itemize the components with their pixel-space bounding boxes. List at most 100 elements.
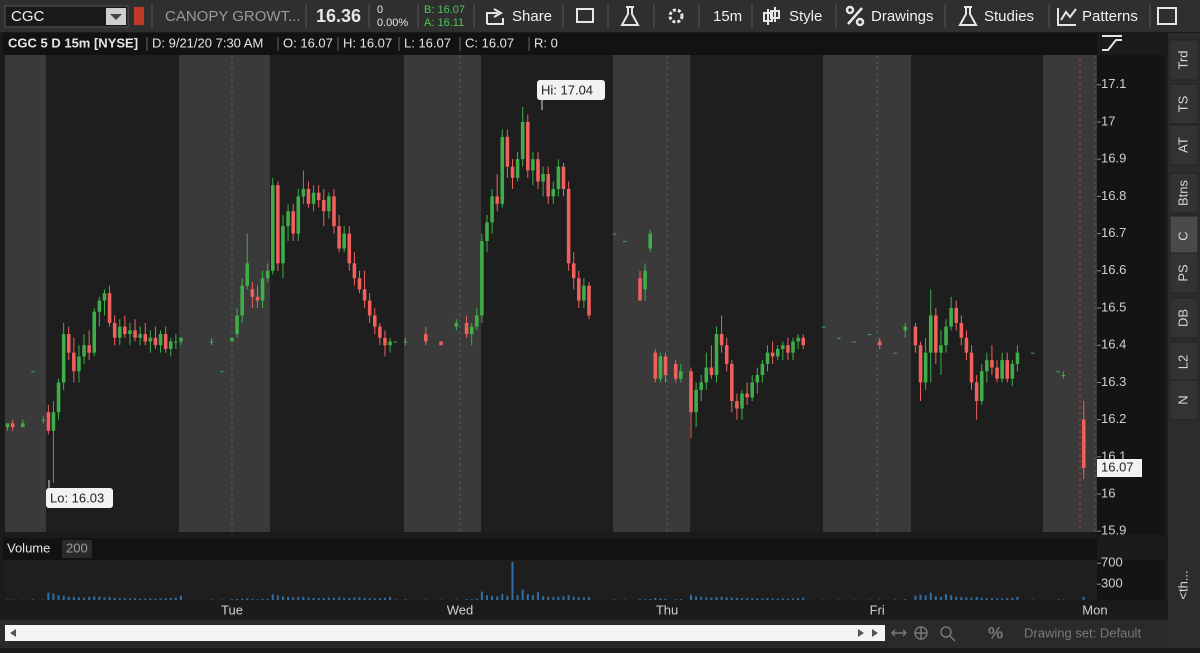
volume-bar <box>297 597 300 600</box>
volume-bar <box>970 597 973 600</box>
grid <box>231 55 1096 532</box>
sidebar-tab-label[interactable]: C <box>1175 231 1190 240</box>
y-tick-label: 16.8 <box>1101 188 1126 203</box>
studies-icon[interactable] <box>958 6 978 26</box>
chart-type-icon[interactable] <box>1102 35 1122 51</box>
sidebar-tab-label[interactable]: PS <box>1175 264 1190 282</box>
volume-bar <box>256 599 259 600</box>
sidebar-tab-label[interactable]: Trd <box>1175 50 1190 69</box>
candle-body <box>770 352 775 357</box>
volume-bar <box>547 596 550 600</box>
y-tick-label: 300 <box>1101 576 1123 591</box>
settings-icon[interactable] <box>668 8 684 24</box>
window-icon[interactable] <box>1157 7 1177 25</box>
sidebar-tab-label[interactable]: TS <box>1175 95 1190 112</box>
time-axis-labels: Tue Wed Thu Fri Mon <box>221 602 1108 617</box>
volume-bar <box>424 599 427 601</box>
candle-body <box>765 352 770 364</box>
volume-bar <box>246 598 249 600</box>
volume-bar <box>674 599 677 600</box>
sidebar-tab[interactable] <box>1169 172 1199 214</box>
volume-bar <box>664 598 667 600</box>
candle-body <box>352 263 357 279</box>
candle-body <box>760 363 765 375</box>
x-tick-label: Thu <box>656 602 678 617</box>
candle-body <box>750 382 754 398</box>
volume-bar <box>822 599 825 601</box>
studies-button[interactable]: Studies <box>984 8 1034 25</box>
percent-change: 0.00% <box>377 17 408 29</box>
sidebar-tab-label[interactable]: <th... <box>1175 570 1190 599</box>
lab-icon[interactable] <box>620 6 640 26</box>
sidebar-tab[interactable] <box>1169 124 1199 166</box>
share-button[interactable]: Share <box>512 8 552 25</box>
volume-bar <box>108 597 111 600</box>
patterns-button[interactable]: Patterns <box>1082 8 1138 25</box>
candle-body <box>1030 352 1035 354</box>
scrollbar[interactable] <box>5 625 885 641</box>
volume-bar <box>113 597 116 600</box>
candle-body <box>490 196 494 223</box>
sidebar-tab[interactable] <box>1169 379 1199 421</box>
volume-bar <box>735 597 738 600</box>
candle-body <box>959 322 964 338</box>
volume-bar <box>302 596 305 600</box>
alert-icon[interactable] <box>134 7 144 25</box>
interval-button[interactable]: 15m <box>713 8 742 25</box>
alerts-icon[interactable] <box>576 8 594 23</box>
candle-body <box>21 423 25 428</box>
volume-bar <box>557 596 560 600</box>
sidebar-tab[interactable] <box>1169 252 1199 294</box>
sidebar-tab[interactable] <box>1169 297 1199 339</box>
ask: A: 16.11 <box>424 17 464 29</box>
y-tick-label: 17 <box>1101 113 1115 128</box>
header-date: D: 9/21/20 7:30 AM <box>152 35 263 50</box>
volume-bar <box>654 597 657 600</box>
zoom-icons[interactable] <box>890 626 956 642</box>
candle-body <box>372 315 377 327</box>
candle-body <box>979 371 984 402</box>
drawings-icon[interactable] <box>845 5 865 27</box>
sidebar-tab[interactable] <box>1169 39 1199 81</box>
sidebar-tab-label[interactable]: Btns <box>1175 179 1190 206</box>
candle-body <box>837 337 841 339</box>
sidebar-tab-label[interactable]: N <box>1175 395 1190 404</box>
volume-bar <box>975 596 978 600</box>
drawing-set[interactable]: Drawing set: Default <box>1024 625 1141 640</box>
sidebar-tab-label[interactable]: DB <box>1175 309 1190 327</box>
toolbar <box>0 0 1200 32</box>
volume-bar <box>251 599 254 600</box>
candle-body <box>260 278 265 301</box>
candle-body <box>5 423 10 428</box>
style-icon[interactable] <box>763 7 780 25</box>
candle-body <box>306 188 311 204</box>
volume-bar <box>98 596 101 600</box>
patterns-icon[interactable] <box>1057 8 1077 26</box>
volume-bar <box>93 596 96 600</box>
sidebar-tab-label[interactable]: L2 <box>1175 355 1190 369</box>
symbol-box[interactable] <box>4 5 129 28</box>
candle-body <box>658 356 663 379</box>
volume-bar <box>781 598 784 600</box>
share-icon[interactable] <box>486 8 504 25</box>
volume-bar <box>526 594 529 600</box>
candle-body <box>97 300 102 312</box>
volume-bar <box>531 595 534 600</box>
sidebar-tab-label[interactable]: AT <box>1175 137 1190 153</box>
sidebar-tab[interactable] <box>1169 83 1199 125</box>
drawings-button[interactable]: Drawings <box>871 8 934 25</box>
candle-body <box>235 315 239 335</box>
volume-bar <box>786 598 789 600</box>
candle-body <box>143 334 148 342</box>
volume-bar <box>695 596 698 600</box>
candle-body <box>388 341 392 346</box>
sidebar-tab[interactable] <box>1169 215 1199 257</box>
style-button[interactable]: Style <box>789 8 822 25</box>
volume-bar <box>960 597 963 600</box>
volume-bar <box>878 599 881 600</box>
volume-bar <box>276 595 279 600</box>
percent-icon[interactable]: % <box>988 623 1003 642</box>
candle-body <box>648 233 652 249</box>
volume-bars <box>6 562 1085 601</box>
